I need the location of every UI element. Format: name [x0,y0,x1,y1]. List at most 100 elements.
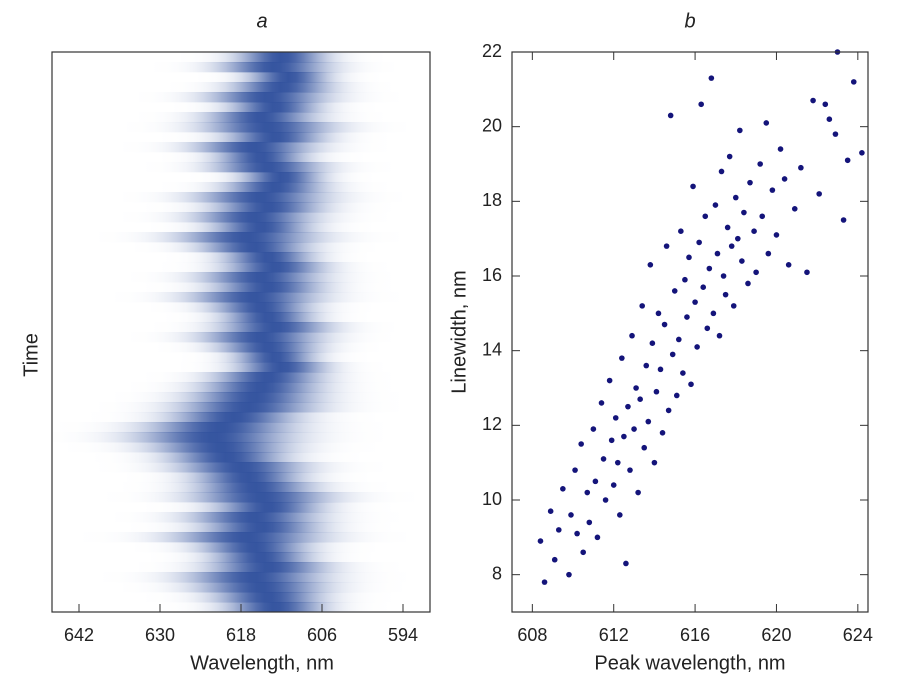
point [586,519,593,526]
point [747,179,753,186]
point [706,265,713,272]
heatmap-row [52,442,430,453]
point [627,467,633,473]
heatmap-row [52,362,430,373]
point [669,351,676,358]
heatmap-row [52,562,430,573]
point [645,418,652,425]
x-tick-label: 620 [761,625,791,645]
point [730,303,737,309]
y-tick-label: 8 [492,563,502,583]
heatmap-row [52,582,430,593]
point [641,444,648,451]
plot-frame [511,51,869,613]
x-tick-label: 612 [599,625,629,645]
point [777,146,784,152]
x-tick-label: 616 [680,625,710,645]
point [724,224,731,231]
point [822,101,829,108]
panel-title: b [684,10,695,32]
point [702,213,709,220]
point [832,131,839,137]
point [572,467,578,473]
point [592,478,599,485]
point [633,385,639,391]
heatmap-row [52,172,430,183]
point [735,235,741,242]
point [673,392,680,399]
point [704,325,711,332]
heatmap-row [52,212,430,223]
point [574,530,580,537]
point [621,433,627,440]
point [671,288,678,294]
point [759,213,766,220]
point [726,153,733,160]
heatmap-row [52,402,430,413]
point [667,112,674,119]
heatmap-row [52,502,430,513]
point [732,194,739,201]
point [696,239,702,246]
point [773,232,780,238]
point [765,250,772,257]
y-tick-label: 14 [482,339,502,359]
point [716,332,723,339]
point [720,273,727,279]
point [798,164,804,171]
heatmap-row [52,92,430,103]
point [690,183,696,190]
heatmap-row [52,482,430,493]
point [551,556,558,563]
point [763,120,770,126]
heatmap-row [52,432,430,443]
point [718,168,725,175]
point [859,150,865,156]
heatmap-row [52,202,430,213]
point [584,489,591,496]
point [555,527,562,533]
point [649,340,656,347]
heatmap-row [52,252,430,263]
point [580,549,586,556]
point [680,370,686,376]
heatmap-row [52,152,430,163]
heatmap-row [52,372,430,383]
point [850,79,857,85]
heatmap-row [52,382,430,393]
heatmap-row [52,292,430,303]
point [710,310,717,317]
point [600,456,607,462]
point [661,321,668,328]
point [737,127,743,134]
point [560,486,566,492]
point [688,381,694,388]
heatmap-row [52,392,430,403]
y-tick-label: 22 [482,41,502,61]
point [708,75,715,81]
point [686,254,692,261]
point [804,269,810,276]
point [578,441,584,447]
heatmap-row [52,102,430,113]
point [606,377,613,384]
point [665,407,672,414]
heatmap-row [52,512,430,523]
heatmap-row [52,542,430,553]
heatmap-row [52,522,430,533]
x-tick-label: 618 [226,625,256,645]
point [684,314,690,320]
point [643,362,650,369]
heatmap-row [52,162,430,173]
x-axis-label: Peak wavelength, nm [594,652,785,674]
point [712,202,719,208]
point [840,217,847,223]
point [751,228,757,234]
heatmap-row [52,112,430,123]
heatmap-row [52,302,430,313]
y-tick-label: 12 [482,414,502,434]
point [631,426,637,432]
point [625,403,631,410]
heatmap-row [52,592,430,603]
